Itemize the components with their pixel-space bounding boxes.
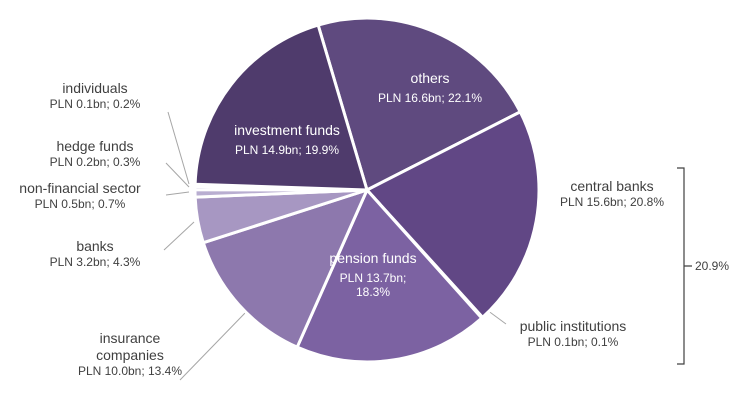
category-name: public institutions	[519, 318, 627, 334]
pie-slice	[316, 16, 523, 193]
bracket-annotation: 20.9%	[695, 259, 730, 273]
pie-slice	[295, 187, 484, 364]
slice-label: banks PLN 3.2bn; 4.3%	[35, 238, 155, 269]
value-label: PLN 3.2bn; 4.3%	[49, 254, 141, 269]
value-label: PLN 0.1bn; 0.1%	[527, 334, 619, 349]
value-label: PLN 10.0bn; 13.4%	[77, 363, 183, 378]
value-label: PLN 13.7bn; 18.3%	[339, 270, 407, 300]
leader-line	[179, 311, 247, 381]
category-name: non-financial sector	[19, 180, 141, 196]
slice-label: non-financial sector PLN 0.5bn; 0.7%	[0, 180, 160, 211]
leader-line	[163, 221, 195, 251]
slice-label: individuals PLN 0.1bn; 0.2%	[35, 80, 155, 111]
category-name: individuals	[62, 80, 128, 96]
value-label: PLN 14.9bn; 19.9%	[234, 142, 340, 157]
leader-line	[165, 162, 190, 188]
category-name: banks	[76, 238, 114, 254]
leader-line	[165, 191, 190, 196]
slice-label: pension funds PLN 13.7bn; 18.3%	[328, 250, 418, 300]
slice-label: others PLN 16.6bn; 22.1%	[350, 70, 510, 105]
slice-label: public institutions PLN 0.1bn; 0.1%	[498, 318, 648, 349]
slice-label: insurance companies PLN 10.0bn; 13.4%	[68, 330, 193, 378]
leader-line	[167, 111, 190, 185]
leader-line	[486, 309, 507, 325]
value-label: PLN 0.1bn; 0.2%	[49, 96, 141, 111]
category-name: central banks	[570, 178, 654, 194]
bracket	[677, 167, 692, 365]
value-label: PLN 0.5bn; 0.7%	[34, 196, 126, 211]
value-label: PLN 15.6bn; 20.8%	[559, 194, 665, 209]
category-name: others	[410, 70, 450, 86]
slice-label: hedge funds PLN 0.2bn; 0.3%	[30, 138, 160, 169]
pie-slice	[201, 187, 370, 350]
leader-lines	[163, 111, 507, 381]
category-name: hedge funds	[56, 138, 134, 154]
category-name: pension funds	[329, 250, 417, 266]
slice-label: central banks PLN 15.6bn; 20.8%	[542, 178, 682, 209]
pie-slice	[364, 109, 541, 320]
category-name: investment funds	[234, 122, 340, 138]
category-name: insurance companies	[96, 330, 164, 363]
pie-slice	[193, 23, 370, 192]
slice-label: investment funds PLN 14.9bn; 19.9%	[202, 122, 372, 157]
value-label: PLN 0.2bn; 0.3%	[49, 154, 141, 169]
value-label: PLN 16.6bn; 22.1%	[377, 90, 483, 105]
